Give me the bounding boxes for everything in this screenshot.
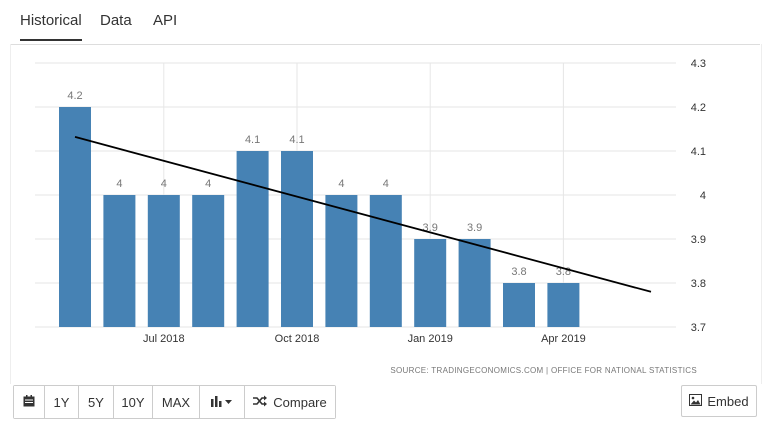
- source-note: SOURCE: TRADINGECONOMICS.COM | OFFICE FO…: [390, 366, 697, 375]
- y-tick-label: 4.3: [691, 58, 706, 70]
- chart-toolbar: 1Y 5Y 10Y MAX Compare: [13, 385, 336, 419]
- bar[interactable]: [458, 239, 491, 327]
- bar[interactable]: [503, 283, 535, 327]
- calendar-icon: [23, 394, 35, 410]
- data-label: 4.1: [245, 134, 260, 146]
- trend-line: [74, 136, 652, 293]
- bar-chart-icon: [211, 395, 233, 410]
- x-tick-label: Jul 2018: [143, 333, 185, 345]
- tab-data[interactable]: Data: [100, 12, 132, 29]
- tab-api[interactable]: API: [153, 12, 178, 29]
- shuffle-icon: [253, 395, 268, 410]
- x-tick-label: Apr 2019: [541, 333, 586, 345]
- y-tick-label: 4.2: [691, 102, 706, 114]
- bar[interactable]: [547, 283, 580, 327]
- data-label: 4: [205, 178, 211, 190]
- bar[interactable]: [325, 195, 358, 327]
- y-tick-label: 3.9: [691, 234, 706, 246]
- data-label: 3.8: [511, 266, 526, 278]
- range-1y-button[interactable]: 1Y: [45, 386, 79, 418]
- data-label: 4: [383, 178, 389, 190]
- embed-label: Embed: [707, 393, 749, 409]
- image-icon: [689, 393, 703, 409]
- embed-button[interactable]: Embed: [681, 385, 757, 417]
- y-tick-label: 3.7: [691, 322, 706, 334]
- y-tick-label: 4.1: [691, 146, 706, 158]
- bar[interactable]: [414, 239, 447, 327]
- y-tick-label: 3.8: [691, 278, 706, 290]
- tab-bar: Historical Data API: [10, 0, 760, 45]
- data-label: 4: [338, 178, 344, 190]
- data-label: 4.1: [289, 134, 304, 146]
- bar[interactable]: [59, 107, 91, 327]
- bar[interactable]: [236, 151, 269, 327]
- data-label: 4: [161, 178, 167, 190]
- x-tick-label: Oct 2018: [275, 333, 320, 345]
- range-10y-button[interactable]: 10Y: [114, 386, 153, 418]
- compare-button[interactable]: Compare: [245, 386, 335, 418]
- range-5y-button[interactable]: 5Y: [79, 386, 114, 418]
- bar[interactable]: [147, 195, 180, 327]
- chart-type-button[interactable]: [200, 386, 245, 418]
- x-tick-label: Jan 2019: [408, 333, 453, 345]
- bar-chart: 4.2 4 4 4 4.1 4.1 4 4 3.9 3.9 3.8 3.8 Jul 2018 Oct 2…: [35, 58, 706, 375]
- y-tick-label: 4: [700, 190, 706, 202]
- data-label: 4: [116, 178, 122, 190]
- data-label: 4.2: [67, 90, 82, 102]
- compare-label: Compare: [273, 394, 327, 410]
- bar[interactable]: [369, 195, 402, 327]
- bar[interactable]: [281, 151, 313, 327]
- bar[interactable]: [192, 195, 225, 327]
- tab-historical[interactable]: Historical: [20, 12, 82, 41]
- range-max-button[interactable]: MAX: [153, 386, 200, 418]
- bar[interactable]: [103, 195, 136, 327]
- chart-panel: 4.2 4 4 4 4.1 4.1 4 4 3.9 3.9 3.8 3.8 Jul 2018 Oct 2…: [10, 44, 762, 384]
- data-label: 3.9: [467, 222, 482, 234]
- calendar-button[interactable]: [14, 386, 45, 418]
